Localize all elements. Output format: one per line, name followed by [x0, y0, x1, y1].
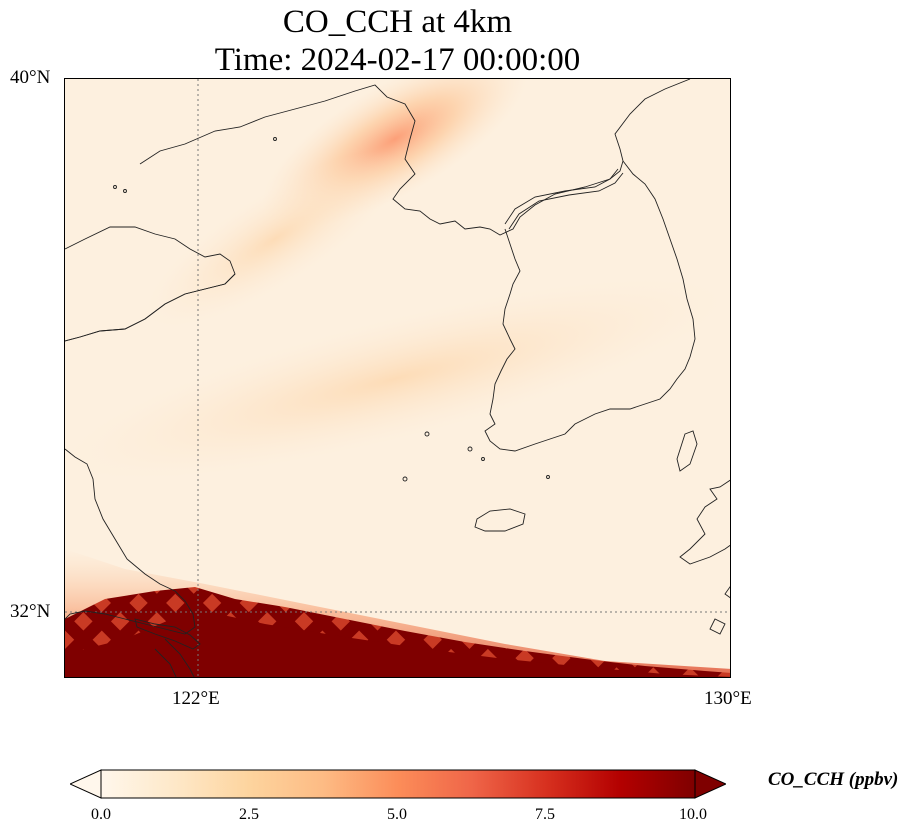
coastlines	[65, 79, 730, 677]
colorbar-tick-4: 10.0	[679, 806, 707, 823]
lon-label-130e: 130°E	[704, 688, 752, 709]
island	[481, 457, 485, 461]
coastline-yangtze-islands	[134, 618, 201, 650]
concentration-south-core	[65, 609, 730, 677]
coastline-tsushima	[676, 430, 698, 472]
map-panel	[64, 78, 731, 678]
lat-label-40n: 40°N	[10, 67, 51, 88]
coastline-east-china	[65, 448, 196, 635]
colorbar-tick-1: 2.5	[239, 806, 259, 823]
island	[546, 475, 550, 479]
colorbar-extend-max	[694, 769, 728, 799]
island	[273, 137, 277, 141]
coastline-hangzhou	[154, 638, 195, 677]
coastline-liaodong	[139, 79, 691, 236]
island	[113, 185, 117, 189]
coastline-jeju	[474, 508, 526, 532]
colorbar-label: CO_CCH (ppbv)	[768, 769, 899, 790]
colorbar-tick-3: 7.5	[535, 806, 555, 823]
island	[467, 446, 473, 452]
coastline-kyushu-south	[709, 586, 730, 635]
lon-label-122e: 122°E	[172, 688, 220, 709]
colorbar-tick-0: 0.0	[91, 806, 111, 823]
island	[123, 189, 127, 193]
island	[402, 476, 408, 482]
island	[424, 431, 430, 437]
map-subtitle-time: Time: 2024-02-17 00:00:00	[214, 42, 581, 78]
colorbar-tick-2: 5.0	[387, 806, 407, 823]
korea-border-2	[508, 172, 624, 230]
colorbar-gradient	[100, 769, 696, 799]
coastline-kyushu	[679, 479, 730, 565]
concentration-plume-north-tail	[145, 150, 405, 328]
map-canvas	[65, 79, 730, 677]
coastline-korea-west	[484, 160, 696, 452]
korea-border-1	[504, 168, 619, 225]
map-title: CO_CCH at 4km	[282, 4, 513, 40]
lat-label-32n: 32°N	[10, 601, 51, 622]
concentration-band	[65, 278, 726, 480]
colorbar-svg	[68, 769, 728, 799]
colorbar	[68, 768, 728, 805]
colorbar-extend-min	[68, 769, 102, 799]
coastline-shandong	[65, 273, 236, 342]
